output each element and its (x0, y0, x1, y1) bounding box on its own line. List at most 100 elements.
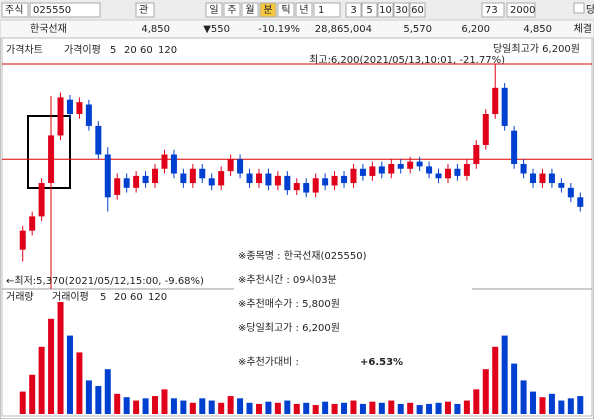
candle-body (322, 178, 329, 186)
period-label: 월 (245, 4, 254, 16)
volume-bar (435, 402, 442, 414)
period-button[interactable] (277, 2, 295, 18)
minute-button[interactable] (409, 2, 426, 18)
volume-bar (265, 401, 272, 414)
candle-body (548, 173, 555, 184)
minute-label: 30 (395, 5, 408, 16)
code-input[interactable] (29, 2, 101, 18)
candle-body (407, 161, 414, 169)
candle-body (397, 164, 404, 169)
volume-bar (66, 335, 73, 414)
unit-select[interactable] (313, 2, 341, 18)
candle-body (435, 173, 442, 179)
volume-bar (473, 389, 480, 414)
count-input[interactable] (506, 2, 536, 18)
quote-value: 28,865,004 (315, 24, 372, 35)
market-select[interactable] (1, 2, 29, 18)
candle-body (218, 171, 225, 186)
volume-bar (530, 391, 537, 414)
candle-body (180, 173, 187, 184)
candle-body (57, 97, 64, 136)
volume-bar (104, 369, 111, 414)
period-button[interactable] (259, 2, 277, 18)
candle-body (152, 168, 159, 184)
overlay-rate: +6.53% (360, 357, 403, 368)
period-button[interactable] (205, 2, 223, 18)
volume-bar (407, 402, 414, 414)
volume-bar (218, 402, 225, 414)
candle-body (454, 168, 461, 176)
minute-button[interactable] (377, 2, 394, 18)
volume-bar (548, 393, 555, 414)
volume-bar (501, 335, 508, 414)
ma-period: 60 (130, 292, 143, 303)
overlay-line: ※당일최고가 : 6,200원 (238, 322, 340, 334)
minute-button[interactable] (361, 2, 378, 18)
candle-body (341, 175, 348, 184)
volume-bar (170, 398, 177, 414)
volume-bar (388, 400, 395, 414)
candle-body (29, 216, 36, 231)
candle-body (19, 230, 26, 250)
tab-label[interactable]: 체결 (574, 23, 592, 35)
candle-body (255, 173, 262, 184)
candle-body (170, 154, 177, 174)
volume-bar (492, 346, 499, 414)
candle-body (492, 87, 499, 115)
volume-bar (426, 403, 433, 414)
candle-body (66, 99, 73, 115)
candle-body (48, 135, 55, 184)
checkbox[interactable] (573, 2, 585, 14)
ma-period: 120 (148, 292, 167, 303)
volume-bar (133, 400, 140, 414)
button[interactable] (135, 2, 155, 18)
period-button[interactable] (295, 2, 313, 18)
ma-period: 5 (110, 45, 116, 56)
volume-bar (284, 400, 291, 414)
candle-body (444, 168, 451, 179)
volume-bar (369, 401, 376, 414)
volume-bar (199, 398, 206, 414)
minute-label: 10 (379, 5, 392, 16)
volume-bar (95, 386, 102, 414)
candle-body (416, 161, 423, 167)
volume-bar (85, 380, 92, 414)
minute-label: 60 (411, 5, 424, 16)
period-button[interactable] (223, 2, 241, 18)
ma-period: 60 (140, 45, 153, 56)
candle-body (501, 87, 508, 126)
minute-button[interactable] (345, 2, 362, 18)
count-input[interactable] (481, 2, 505, 18)
quote-value: ▼550 (203, 24, 230, 35)
candle-body (274, 175, 281, 186)
minute-label: 3 (350, 5, 356, 16)
candle-body (227, 159, 234, 172)
candle-body (482, 114, 489, 145)
candle-body (284, 175, 291, 191)
candle-body (378, 166, 385, 174)
volume-bar (152, 396, 159, 414)
volume-bar (520, 380, 527, 414)
ma-period: 20 (124, 45, 137, 56)
quote-value: 6,200 (461, 24, 490, 35)
overlay-line: ※추천가대비 : (238, 356, 299, 368)
ma-period: 120 (158, 45, 177, 56)
volume-bar (322, 401, 329, 414)
volume-bar (237, 398, 244, 414)
max-label: 최고:6,200(2021/05/13,10:01, -21.77%) (309, 54, 505, 66)
candle-body (85, 104, 92, 126)
period-button[interactable] (241, 2, 259, 18)
pane-title: 가격차트 (6, 43, 43, 56)
period-label: 주 (227, 5, 236, 16)
count-label: 73 (485, 5, 498, 16)
minute-button[interactable] (393, 2, 410, 18)
volume-bar (539, 397, 546, 414)
quote-value: 4,850 (523, 24, 552, 35)
pane-title: 거래량 (6, 291, 34, 303)
candle-body (293, 183, 300, 191)
volume-bar (444, 401, 451, 414)
candle-body (142, 175, 149, 184)
volume-bar (189, 402, 196, 414)
checkbox-label: 당일 (586, 4, 594, 16)
volume-bar (350, 400, 357, 414)
